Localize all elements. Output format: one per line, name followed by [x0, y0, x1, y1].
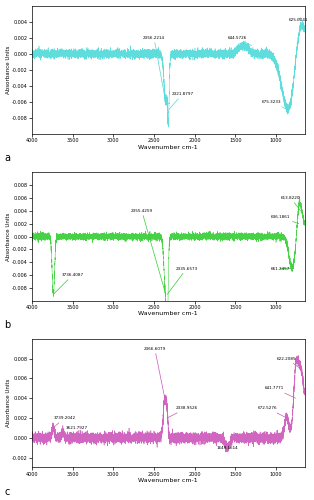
Text: 622.2085: 622.2085 — [277, 356, 300, 368]
Text: 644.5726: 644.5726 — [227, 36, 252, 46]
Y-axis label: Absorbance Units: Absorbance Units — [6, 46, 11, 94]
X-axis label: Wavenumber cm-1: Wavenumber cm-1 — [138, 312, 198, 316]
Text: 3739.2042: 3739.2042 — [53, 416, 75, 428]
Text: a: a — [5, 154, 11, 164]
Text: 613.8220: 613.8220 — [281, 196, 300, 211]
Text: 636.1861: 636.1861 — [270, 215, 299, 224]
Text: 2356.2214: 2356.2214 — [143, 36, 166, 102]
Text: 3621.7927: 3621.7927 — [62, 426, 88, 433]
X-axis label: Wavenumber cm-1: Wavenumber cm-1 — [138, 478, 198, 483]
Text: 2335.6573: 2335.6573 — [167, 266, 198, 294]
Text: c: c — [5, 486, 10, 496]
Text: 2366.6079: 2366.6079 — [144, 347, 166, 398]
Text: 625.0041: 625.0041 — [288, 18, 308, 22]
Y-axis label: Absorbance Units: Absorbance Units — [6, 212, 11, 260]
Text: 661.2457: 661.2457 — [270, 266, 292, 270]
Text: 672.5276: 672.5276 — [258, 406, 287, 418]
Text: 1649.1614: 1649.1614 — [216, 446, 238, 450]
Text: 3736.4087: 3736.4087 — [53, 273, 84, 294]
Text: 2355.4259: 2355.4259 — [131, 209, 166, 294]
Text: 2338.9526: 2338.9526 — [167, 406, 198, 418]
Text: b: b — [5, 320, 11, 330]
Text: 2321.8797: 2321.8797 — [168, 92, 193, 110]
Text: 675.3233: 675.3233 — [262, 100, 288, 110]
Text: 641.7771: 641.7771 — [265, 386, 295, 398]
Y-axis label: Absorbance Units: Absorbance Units — [6, 379, 11, 428]
X-axis label: Wavenumber cm-1: Wavenumber cm-1 — [138, 144, 198, 150]
